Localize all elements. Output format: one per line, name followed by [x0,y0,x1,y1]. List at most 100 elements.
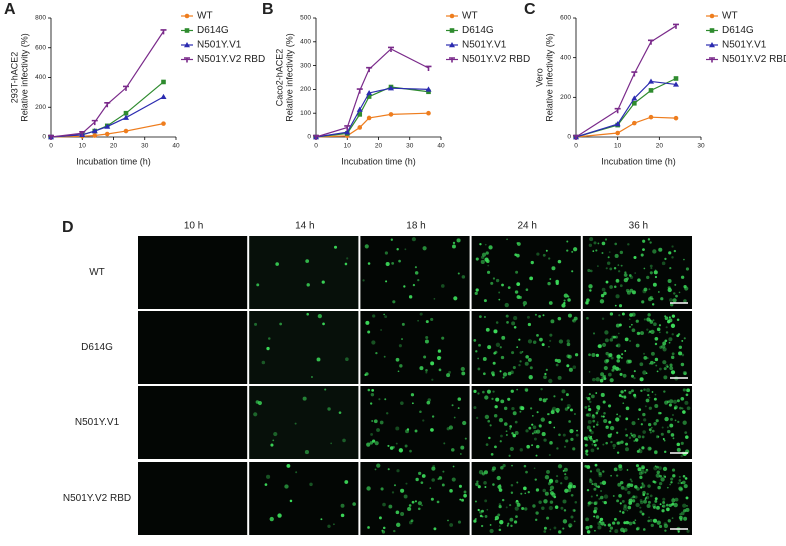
cell-signal [596,468,601,473]
cell-signal [545,249,548,252]
cell-signal [625,442,629,446]
cell-signal [364,244,369,249]
cell-signal [453,416,456,419]
cell-signal [589,470,593,473]
cell-signal [393,529,396,533]
cell-signal [616,451,620,454]
cell-signal [588,243,593,247]
cell-signal [611,335,615,339]
cell-signal [458,484,462,488]
cell-signal [345,357,349,362]
cell-signal [669,423,674,428]
marker [123,110,129,116]
cell-signal [669,366,674,371]
cell-signal [631,323,633,326]
cell-signal [484,499,488,503]
cell-signal [536,411,539,414]
marker [366,115,372,121]
cell-signal [658,482,663,486]
cell-signal [498,503,502,506]
micrograph [582,236,692,309]
cell-signal [629,288,634,293]
cell-signal [275,262,279,266]
row-label: N501Y.V1 [75,417,120,428]
cell-signal [623,504,627,508]
cell-signal [400,511,405,517]
cell-signal [473,519,477,523]
cell-signal [664,529,667,532]
cell-signal [565,393,569,397]
cell-signal [563,445,567,448]
cell-signal [649,518,653,523]
cell-signal [684,477,688,480]
cell-signal [637,278,641,282]
cell-signal [641,466,645,470]
cell-signal [670,370,676,375]
cell-signal [641,300,645,304]
cell-signal [521,351,524,353]
cell-signal [541,343,545,347]
cell-signal [544,475,550,480]
cell-signal [564,473,567,476]
cell-signal [516,282,521,287]
cell-signal [528,426,532,430]
cell-signal [516,388,519,391]
cell-signal [601,480,607,485]
cell-signal [588,408,592,412]
marker [388,46,394,52]
cell-signal [493,413,498,418]
cell-signal [593,515,596,518]
cell-signal [366,442,371,447]
cell-signal [495,278,500,283]
cell-signal [544,491,549,496]
cell-signal [417,279,420,282]
cell-signal [546,516,550,520]
cell-signal [527,322,532,327]
cell-signal [477,485,481,489]
cell-signal [457,272,460,275]
y-axis-label: Relative infectivity (%) [284,33,294,122]
cell-signal [666,507,670,512]
cell-signal [587,420,592,424]
cell-signal [649,360,654,365]
cell-signal [510,491,514,494]
cell-signal [493,329,498,334]
cell-signal [653,270,658,275]
cell-signal [506,524,509,527]
cell-signal [609,529,612,533]
cell-signal [634,485,638,489]
cell-signal [475,288,479,292]
cell-signal [459,498,462,501]
cell-signal [558,433,561,437]
micrograph [138,386,248,459]
cell-signal [481,252,487,257]
cell-signal [679,406,682,410]
cell-signal [656,370,659,373]
cell-signal [599,299,605,304]
cell-signal [382,526,386,530]
cell-signal [498,298,501,301]
cell-signal [378,516,382,520]
cell-signal [569,408,573,412]
cell-signal [633,370,636,373]
cell-signal [621,511,625,514]
cell-signal [638,448,641,451]
cell-signal [647,331,650,334]
cell-signal [546,469,550,474]
cell-signal [532,425,537,430]
cell-signal [591,415,596,419]
cell-signal [494,518,497,521]
cell-signal [680,454,684,458]
cell-signal [615,278,620,283]
cell-signal [483,372,486,376]
cell-signal [643,355,648,360]
cell-signal [657,435,660,438]
micrograph [249,462,359,535]
cell-signal [481,509,484,513]
cell-signal [587,405,590,408]
cell-signal [626,509,629,512]
cell-signal [670,303,674,307]
cell-signal [411,237,416,242]
cell-signal [511,406,515,411]
cell-signal [667,279,672,284]
